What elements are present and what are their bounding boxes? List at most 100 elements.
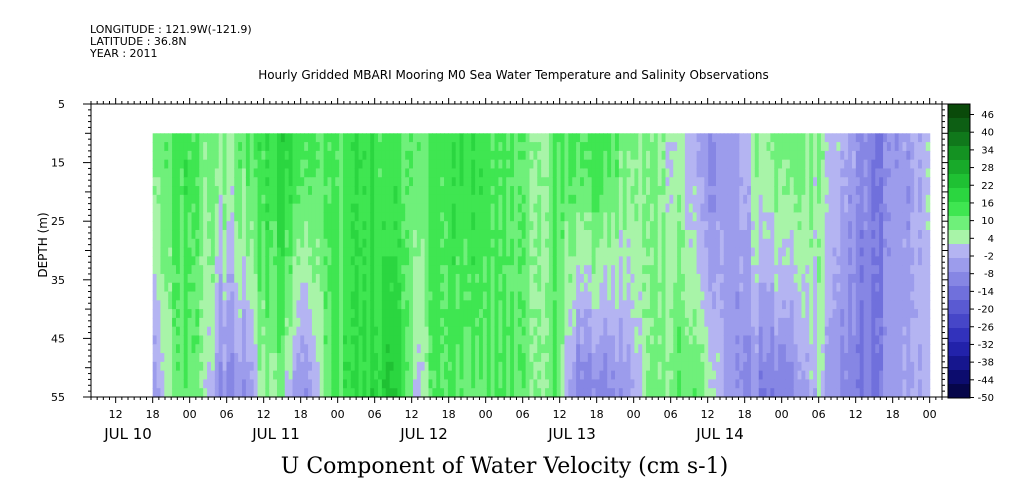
heatmap-cell bbox=[261, 291, 266, 301]
heatmap-cell bbox=[444, 133, 449, 143]
heatmap-cell bbox=[311, 361, 317, 372]
heatmap-cell bbox=[537, 229, 542, 240]
heatmap-cell bbox=[210, 212, 216, 222]
heatmap-cell bbox=[444, 282, 449, 293]
heatmap-cell bbox=[412, 194, 418, 205]
heatmap-cell bbox=[747, 194, 752, 205]
heatmap-cell bbox=[175, 194, 181, 205]
heatmap-cell bbox=[311, 221, 317, 231]
heatmap-cell bbox=[622, 388, 628, 398]
heatmap-cell bbox=[179, 177, 185, 187]
heatmap-cell bbox=[284, 326, 290, 337]
heatmap-cell bbox=[195, 370, 200, 381]
heatmap-cell bbox=[401, 194, 406, 205]
heatmap-cell bbox=[296, 370, 301, 381]
heatmap-cell bbox=[778, 177, 783, 187]
heatmap-cell bbox=[731, 265, 737, 275]
heatmap-cell bbox=[467, 229, 472, 240]
heatmap-cell bbox=[665, 335, 670, 345]
heatmap-cell bbox=[657, 212, 663, 222]
heatmap-cell bbox=[735, 212, 740, 222]
heatmap-cell bbox=[459, 353, 465, 363]
heatmap-cell bbox=[409, 326, 414, 337]
heatmap-cell bbox=[366, 273, 371, 284]
heatmap-cell bbox=[257, 194, 263, 205]
heatmap-cell bbox=[304, 194, 309, 205]
heatmap-cell bbox=[222, 238, 228, 249]
heatmap-cell bbox=[416, 309, 422, 319]
heatmap-cell bbox=[533, 291, 538, 301]
heatmap-cell bbox=[327, 273, 332, 284]
heatmap-cell bbox=[319, 370, 325, 381]
heatmap-cell bbox=[743, 361, 748, 372]
heatmap-cell bbox=[754, 212, 760, 222]
heatmap-cell bbox=[789, 247, 795, 257]
heatmap-cell bbox=[719, 168, 725, 178]
heatmap-cell bbox=[521, 159, 527, 170]
heatmap-cell bbox=[545, 203, 550, 214]
heatmap-cell bbox=[199, 186, 204, 196]
heatmap-cell bbox=[692, 317, 698, 328]
heatmap-cell bbox=[245, 291, 251, 301]
heatmap-cell bbox=[292, 370, 298, 381]
heatmap-cell bbox=[296, 326, 301, 337]
heatmap-cell bbox=[529, 256, 534, 266]
heatmap-cell bbox=[715, 379, 721, 389]
heatmap-cell bbox=[614, 344, 620, 354]
heatmap-cell bbox=[389, 221, 395, 231]
heatmap-cell bbox=[556, 335, 562, 345]
heatmap-cell bbox=[160, 133, 165, 143]
heatmap-cell bbox=[622, 361, 628, 372]
heatmap-cell bbox=[525, 388, 531, 398]
heatmap-cell bbox=[545, 168, 550, 178]
heatmap-cell bbox=[265, 238, 270, 249]
heatmap-cell bbox=[533, 300, 538, 310]
heatmap-cell bbox=[634, 282, 639, 293]
heatmap-cell bbox=[583, 247, 589, 257]
heatmap-cell bbox=[762, 186, 768, 196]
heatmap-cell bbox=[758, 159, 764, 170]
heatmap-cell bbox=[642, 256, 647, 266]
heatmap-cell bbox=[599, 256, 604, 266]
heatmap-cell bbox=[374, 177, 379, 187]
heatmap-cell bbox=[327, 221, 332, 231]
heatmap-cell bbox=[389, 194, 395, 205]
heatmap-cell bbox=[688, 177, 694, 187]
heatmap-cell bbox=[793, 142, 799, 152]
heatmap-cell bbox=[331, 133, 336, 143]
heatmap-cell bbox=[576, 388, 581, 398]
heatmap-cell bbox=[700, 361, 705, 372]
heatmap-cell bbox=[358, 291, 364, 301]
heatmap-cell bbox=[494, 291, 500, 301]
heatmap-cell bbox=[249, 291, 255, 301]
heatmap-cell bbox=[288, 159, 294, 170]
heatmap-cell bbox=[712, 300, 717, 310]
heatmap-cell bbox=[622, 186, 628, 196]
heatmap-cell bbox=[416, 265, 422, 275]
heatmap-cell bbox=[513, 317, 519, 328]
heatmap-cell bbox=[603, 309, 608, 319]
heatmap-cell bbox=[603, 229, 608, 240]
heatmap-cell bbox=[735, 379, 740, 389]
heatmap-cell bbox=[607, 273, 612, 284]
heatmap-cell bbox=[747, 282, 752, 293]
heatmap-cell bbox=[548, 265, 554, 275]
heatmap-cell bbox=[218, 229, 224, 240]
heatmap-cell bbox=[319, 150, 325, 161]
heatmap-cell bbox=[199, 309, 204, 319]
heatmap-cell bbox=[696, 203, 702, 214]
heatmap-cell bbox=[482, 326, 488, 337]
heatmap-cell bbox=[797, 212, 803, 222]
heatmap-cell bbox=[226, 229, 231, 240]
heatmap-cell bbox=[412, 309, 418, 319]
heatmap-cell bbox=[731, 221, 737, 231]
heatmap-cell bbox=[381, 300, 387, 310]
heatmap-cell bbox=[785, 388, 791, 398]
heatmap-cell bbox=[436, 212, 441, 222]
heatmap-cell bbox=[646, 300, 651, 310]
heatmap-cell bbox=[545, 291, 550, 301]
heatmap-cell bbox=[541, 388, 546, 398]
heatmap-cell bbox=[541, 221, 546, 231]
heatmap-cell bbox=[657, 221, 663, 231]
heatmap-cell bbox=[358, 300, 364, 310]
